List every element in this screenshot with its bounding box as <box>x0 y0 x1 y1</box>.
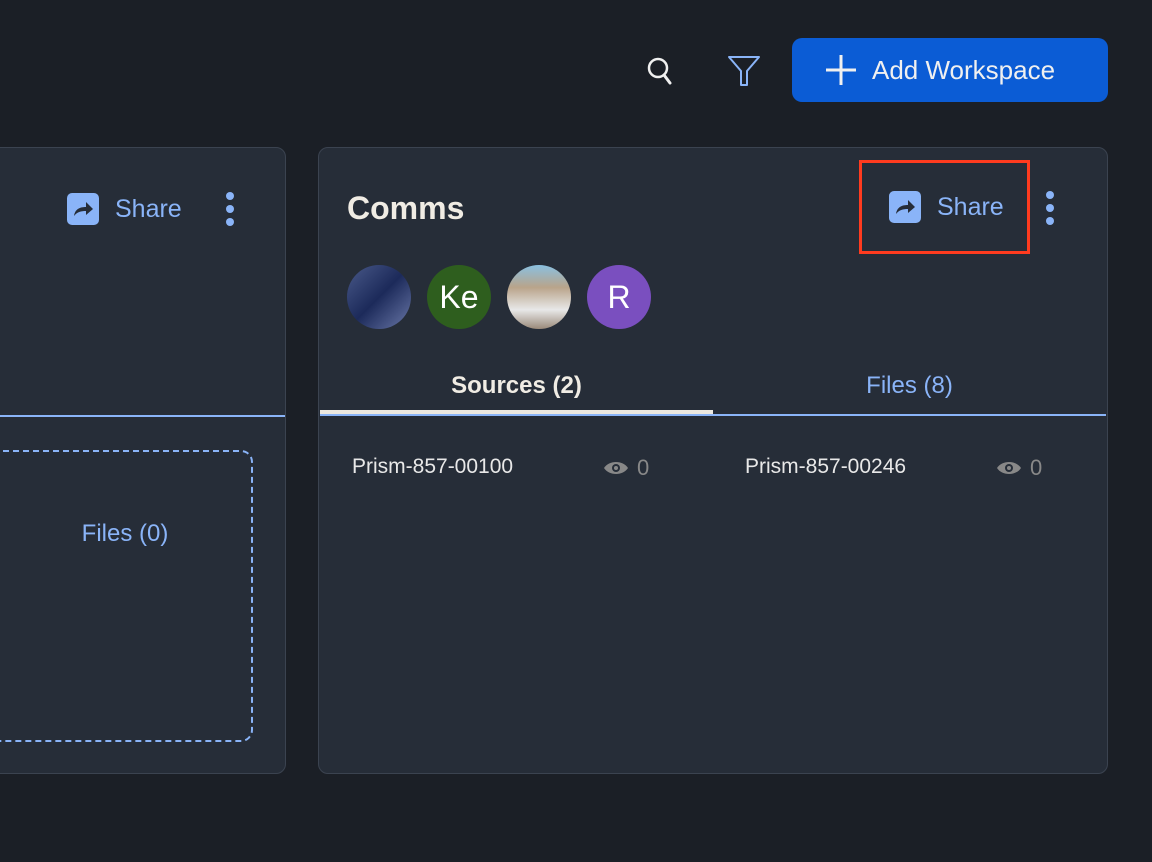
add-workspace-button[interactable]: Add Workspace <box>792 38 1108 102</box>
card-title: Comms <box>347 190 465 226</box>
eye-icon <box>997 462 1021 474</box>
workspace-card-left: Share Files (0) <box>0 147 286 774</box>
tab-divider <box>320 414 1106 416</box>
share-highlight <box>859 160 1030 254</box>
tab-files[interactable]: Files (0) <box>81 520 169 547</box>
view-count: 0 <box>603 455 649 481</box>
source-item[interactable]: Prism-857-00246 <box>745 455 907 478</box>
tab-sources[interactable]: Sources (2) <box>451 372 582 399</box>
share-label: Share <box>115 194 182 223</box>
avatar[interactable]: Ke <box>427 265 491 329</box>
share-icon <box>67 193 99 225</box>
search-icon <box>647 57 672 85</box>
filter-icon <box>728 56 760 86</box>
more-options-icon[interactable] <box>226 192 234 226</box>
avatar[interactable] <box>507 265 571 329</box>
view-count: 0 <box>996 455 1042 481</box>
tab-files[interactable]: Files (8) <box>866 372 953 399</box>
share-icon <box>889 191 921 223</box>
share-button[interactable]: Share <box>889 191 1004 223</box>
share-label: Share <box>937 192 1004 221</box>
view-count-value: 0 <box>1030 455 1043 480</box>
drop-zone[interactable] <box>0 450 253 742</box>
search-button[interactable] <box>645 55 675 87</box>
avatar[interactable] <box>347 265 411 329</box>
more-options-icon[interactable] <box>1046 191 1054 225</box>
share-button[interactable]: Share <box>67 193 182 225</box>
avatar[interactable]: R <box>587 265 651 329</box>
plus-icon <box>826 55 856 85</box>
view-count-value: 0 <box>637 455 650 480</box>
add-workspace-label: Add Workspace <box>872 54 1056 85</box>
eye-icon <box>604 462 628 474</box>
source-item[interactable]: Prism-857-00100 <box>352 455 514 478</box>
active-tab-indicator <box>320 410 713 414</box>
filter-button[interactable] <box>726 54 762 88</box>
tab-underline <box>0 415 285 417</box>
